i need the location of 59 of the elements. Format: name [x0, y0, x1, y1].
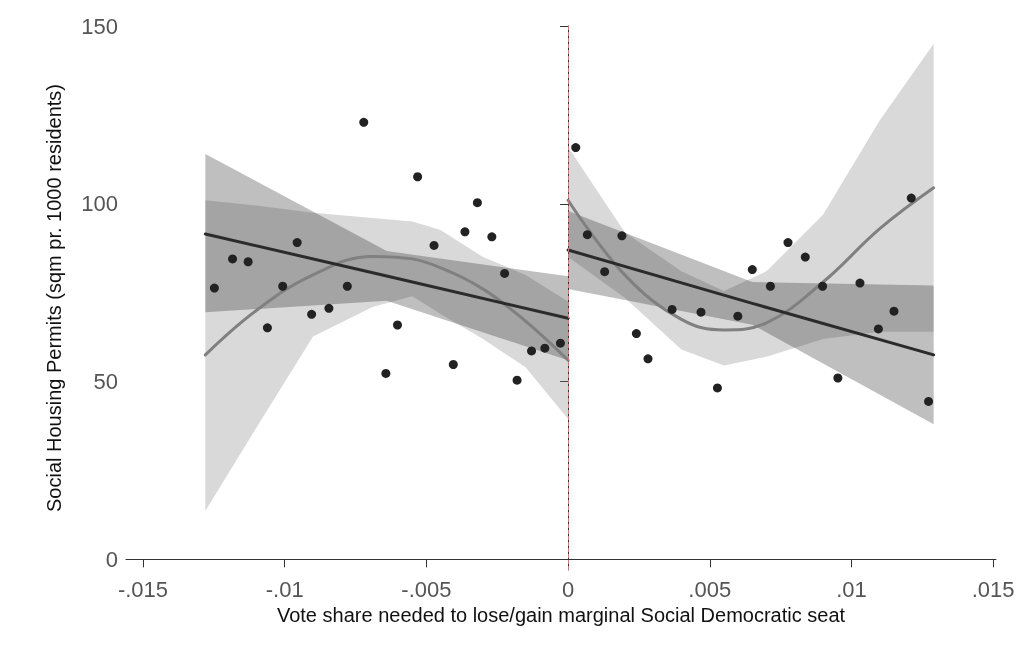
x-axis-title: Vote share needed to lose/gain marginal Social Democratic seat: [276, 603, 846, 626]
y-tick-label: 100: [81, 191, 118, 217]
x-tick-label: 0: [561, 576, 575, 602]
point: [472, 198, 482, 208]
point: [292, 238, 302, 248]
point: [571, 143, 581, 153]
point: [228, 254, 238, 264]
x-tick-label: .01: [836, 576, 867, 602]
point: [460, 227, 470, 237]
point: [512, 375, 522, 385]
y-tick-label: 50: [93, 369, 118, 395]
point: [783, 238, 793, 248]
point: [765, 281, 775, 291]
point: [555, 338, 565, 348]
x-tick-label: -.005: [401, 576, 452, 602]
point: [800, 252, 810, 262]
point: [392, 320, 402, 330]
line-series: [566, 186, 936, 332]
point: [359, 117, 369, 127]
point: [278, 281, 288, 291]
point: [873, 324, 883, 334]
point: [643, 354, 653, 364]
point: [712, 383, 722, 393]
point: [209, 283, 219, 293]
point: [500, 268, 510, 278]
y-tick-label: 0: [105, 546, 118, 572]
point: [617, 231, 627, 241]
x-tick-label: .005: [688, 576, 732, 602]
point: [324, 303, 334, 313]
point: [448, 359, 458, 369]
point: [833, 373, 843, 383]
point: [696, 307, 706, 317]
point: [631, 329, 641, 339]
y-axis-title: Social Housing Permits (sqm pr. 1000 residents): [43, 84, 65, 512]
point: [747, 265, 757, 275]
point: [667, 304, 677, 314]
x-tick-label: .015: [971, 576, 1015, 602]
point: [540, 343, 550, 353]
point: [307, 309, 317, 319]
point: [243, 257, 253, 267]
x-tick-label: -.01: [265, 576, 304, 602]
line-series: [203, 254, 570, 362]
point: [600, 267, 610, 277]
point: [582, 230, 592, 240]
point: [818, 281, 828, 291]
y-tick-label: 150: [81, 13, 118, 39]
point: [527, 346, 537, 356]
point: [924, 396, 934, 406]
x-tick-label: -.015: [117, 576, 169, 602]
point: [429, 240, 439, 250]
point: [855, 278, 865, 288]
point: [889, 306, 899, 316]
point: [342, 281, 352, 291]
point: [906, 193, 916, 203]
point: [262, 323, 272, 333]
point: [733, 311, 743, 321]
point: [487, 232, 497, 242]
point: [381, 368, 391, 378]
point: [413, 172, 423, 182]
